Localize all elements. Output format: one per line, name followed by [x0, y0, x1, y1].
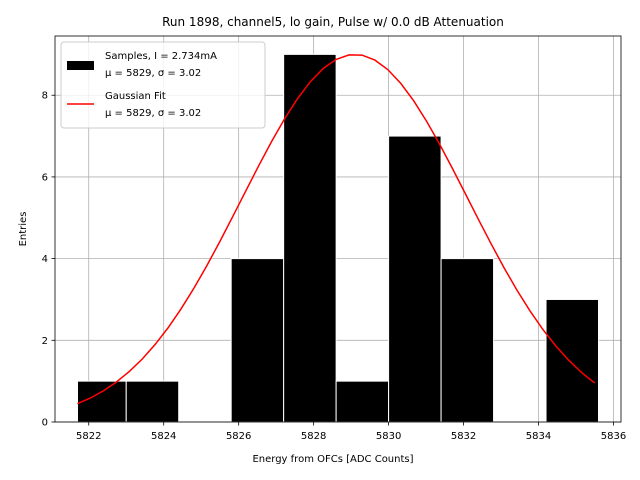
legend-label-samples-stats: μ = 5829, σ = 3.02: [105, 68, 201, 79]
x-axis-ticks: 5822 5824 5826 5828 5830 5832 5834 5836: [76, 422, 626, 442]
legend-label-samples: Samples, I = 2.734mA: [105, 51, 217, 62]
gaussian-fit-line: [77, 54, 596, 405]
gaussian-fit-curve: [77, 54, 596, 405]
x-tick-label: 5834: [526, 431, 551, 442]
x-tick-label: 5826: [226, 431, 251, 442]
legend-label-fit-stats: μ = 5829, σ = 3.02: [105, 108, 201, 119]
legend-label-fit: Gaussian Fit: [105, 91, 166, 102]
legend-swatch-samples: [67, 61, 94, 70]
histogram-bar: [440, 258, 495, 423]
x-tick-label: 5828: [301, 431, 326, 442]
x-tick-label: 5822: [76, 431, 101, 442]
x-axis-label: Energy from OFCs [ADC Counts]: [252, 454, 413, 465]
x-tick-label: 5836: [601, 431, 626, 442]
x-tick-label: 5830: [376, 431, 401, 442]
histogram-bar: [545, 298, 600, 423]
histogram-bar: [76, 380, 127, 423]
y-tick-label: 2: [42, 336, 48, 347]
y-tick-label: 8: [42, 91, 48, 102]
x-tick-label: 5832: [451, 431, 476, 442]
histogram-bar: [230, 258, 285, 423]
y-axis-ticks: 0 2 4 6 8: [42, 91, 55, 429]
y-axis-label: Entries: [18, 212, 29, 247]
legend: Samples, I = 2.734mA μ = 5829, σ = 3.02 …: [60, 41, 266, 129]
histogram-bar: [283, 53, 337, 423]
y-tick-label: 0: [42, 418, 48, 429]
legend-box: [60, 41, 266, 129]
x-tick-label: 5824: [151, 431, 176, 442]
histogram-bar: [125, 380, 180, 423]
plot-frame: [54, 35, 622, 423]
y-tick-label: 4: [42, 254, 48, 265]
histogram-bars: [76, 53, 600, 423]
histogram-bar: [388, 135, 442, 423]
histogram-bar: [335, 380, 390, 423]
y-tick-label: 6: [42, 172, 48, 183]
chart-title: Run 1898, channel5, lo gain, Pulse w/ 0.…: [162, 15, 504, 29]
